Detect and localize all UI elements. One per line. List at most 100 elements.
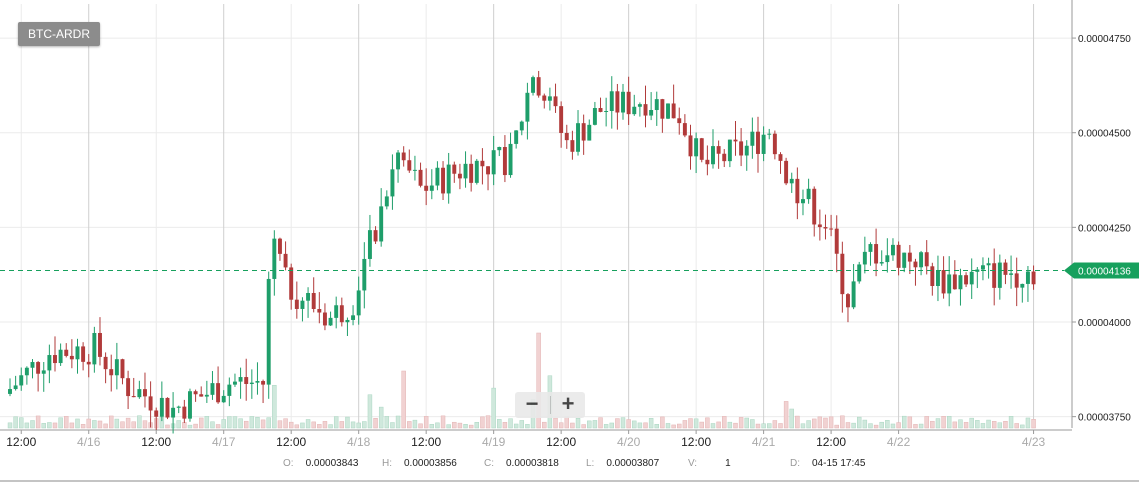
volume-bar xyxy=(958,419,963,429)
volume-bar xyxy=(873,424,879,429)
candle-body xyxy=(980,265,985,270)
volume-bar xyxy=(367,394,373,429)
volume-bar xyxy=(727,421,733,429)
volume-bar xyxy=(300,422,305,429)
volume-bar xyxy=(378,406,384,429)
ohlc-high-value: 0.00003856 xyxy=(404,458,457,469)
zoom-in-button[interactable]: + xyxy=(561,391,575,416)
candle-body xyxy=(204,394,209,397)
volume-bar xyxy=(885,420,890,429)
candle-body xyxy=(13,385,18,390)
volume-bar xyxy=(924,416,929,429)
volume-bar xyxy=(1008,416,1014,429)
candle-body xyxy=(1003,262,1008,275)
volume-bar xyxy=(345,416,350,429)
candle-body xyxy=(817,224,822,228)
candle-body xyxy=(722,153,727,162)
candle-body xyxy=(143,389,147,397)
volume-bar xyxy=(215,424,221,429)
candle-body xyxy=(114,359,119,376)
volume-bar xyxy=(553,417,558,429)
candle-body xyxy=(187,391,192,419)
volume-bar xyxy=(362,421,367,429)
volume-bar xyxy=(227,416,232,429)
volume-bar xyxy=(665,423,671,429)
ohlc-date-value: 04-15 17:45 xyxy=(812,458,866,469)
volume-bar xyxy=(328,424,333,429)
volume-bar xyxy=(570,422,575,429)
volume-bar xyxy=(536,332,541,429)
volume-bar xyxy=(19,417,24,429)
volume-bar xyxy=(632,420,637,429)
x-tick-label: 12:00 xyxy=(681,435,711,449)
candle-body xyxy=(823,227,828,229)
candle-body xyxy=(137,389,142,398)
volume-bar xyxy=(868,423,873,429)
candle-body xyxy=(846,294,850,308)
candle-body xyxy=(885,255,890,263)
candle-body xyxy=(351,315,356,320)
y-tick-label: 0.00004000 xyxy=(1078,318,1131,329)
volume-bar xyxy=(767,423,772,429)
volume-bar xyxy=(266,417,271,429)
volume-bar xyxy=(857,416,862,429)
candle-body xyxy=(902,252,907,268)
candle-body xyxy=(649,110,654,116)
volume-bar xyxy=(733,422,738,429)
candle-body xyxy=(328,317,333,326)
volume-bar xyxy=(221,419,226,429)
ohlc-date: D: 04-15 17:45 xyxy=(790,458,865,469)
candle-body xyxy=(621,91,625,113)
x-tick-label: 12:00 xyxy=(6,435,36,449)
volume-bar xyxy=(395,415,401,429)
ohlc-low: L: 0.00003807 xyxy=(586,458,659,469)
volume-bar xyxy=(480,416,485,429)
candle-body xyxy=(294,299,299,309)
candle-body xyxy=(626,91,631,115)
candle-body xyxy=(519,121,524,131)
volume-bar xyxy=(907,416,913,429)
volume-bar xyxy=(564,416,569,429)
zoom-out-button[interactable]: − xyxy=(525,391,539,416)
candle-body xyxy=(924,252,929,267)
candle-body xyxy=(930,266,935,286)
candle-body xyxy=(412,169,417,171)
volume-bar xyxy=(210,421,215,429)
candle-body xyxy=(536,77,541,96)
candle-body xyxy=(570,140,575,152)
candle-body xyxy=(322,312,327,326)
candle-body xyxy=(1025,271,1030,284)
x-tick-label: 4/22 xyxy=(887,435,911,449)
volume-bar xyxy=(333,416,339,429)
y-tick-label: 0.00004500 xyxy=(1078,129,1131,140)
last-price-marker xyxy=(1064,262,1139,279)
candle-body xyxy=(896,244,901,268)
volume-bar xyxy=(58,417,63,429)
candle-body xyxy=(795,178,800,204)
candle-body xyxy=(272,238,277,279)
volume-bar xyxy=(828,416,834,429)
volume-bar xyxy=(558,422,564,429)
candle-body xyxy=(694,138,699,157)
ohlc-open-value: 0.00003843 xyxy=(305,458,359,469)
volume-bar xyxy=(722,416,727,429)
volume-bar xyxy=(502,422,508,429)
volume-bar xyxy=(603,424,609,429)
volume-bar xyxy=(272,385,277,429)
candle-body xyxy=(36,362,41,374)
volume-bar xyxy=(806,420,811,429)
candle-body xyxy=(609,91,614,112)
candle-body xyxy=(874,244,879,264)
candle-body xyxy=(553,96,558,107)
ohlc-volume-key: V: xyxy=(688,458,698,469)
candle-body xyxy=(277,238,282,254)
volume-bar xyxy=(356,422,361,429)
candle-body xyxy=(266,278,271,385)
candle-body xyxy=(604,111,609,113)
candle-body xyxy=(576,123,580,152)
candle-body xyxy=(1014,273,1019,288)
volume-bar xyxy=(581,424,586,429)
pair-label-badge[interactable]: BTC-ARDR xyxy=(18,22,100,46)
x-tick-label: 12:00 xyxy=(276,435,306,449)
